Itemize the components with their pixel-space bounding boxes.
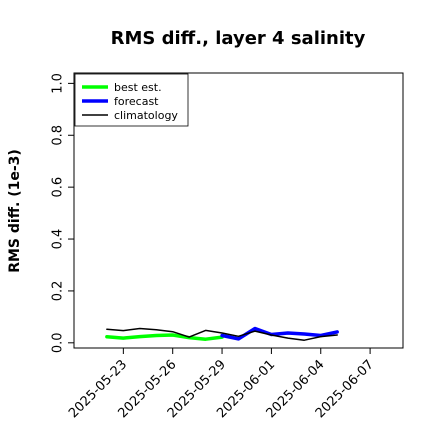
chart-title: RMS diff., layer 4 salinity — [111, 28, 366, 49]
y-tick-label: 0.8 — [51, 125, 66, 146]
y-tick-label: 0.4 — [51, 229, 66, 250]
series-line-best-est — [105, 333, 224, 341]
y-tick-label: 1.0 — [51, 73, 66, 94]
legend-label: forecast — [114, 95, 159, 108]
series-line-climatology — [106, 327, 338, 341]
legend-label: best est. — [114, 81, 162, 94]
series-line-forecast — [220, 326, 339, 341]
y-tick-label: 0.0 — [51, 332, 66, 353]
y-tick-label: 0.2 — [51, 281, 66, 302]
y-axis-label: RMS diff. (1e-3) — [7, 149, 23, 273]
y-tick-label: 0.6 — [51, 177, 66, 198]
series-group — [105, 326, 339, 341]
x-axis: 2025-05-232025-05-262025-05-292025-06-01… — [66, 348, 377, 421]
y-axis: 0.0 0.2 0.4 0.6 0.8 1.0 — [51, 73, 74, 353]
legend-label: climatology — [114, 109, 178, 122]
plot-frame — [73, 72, 404, 349]
